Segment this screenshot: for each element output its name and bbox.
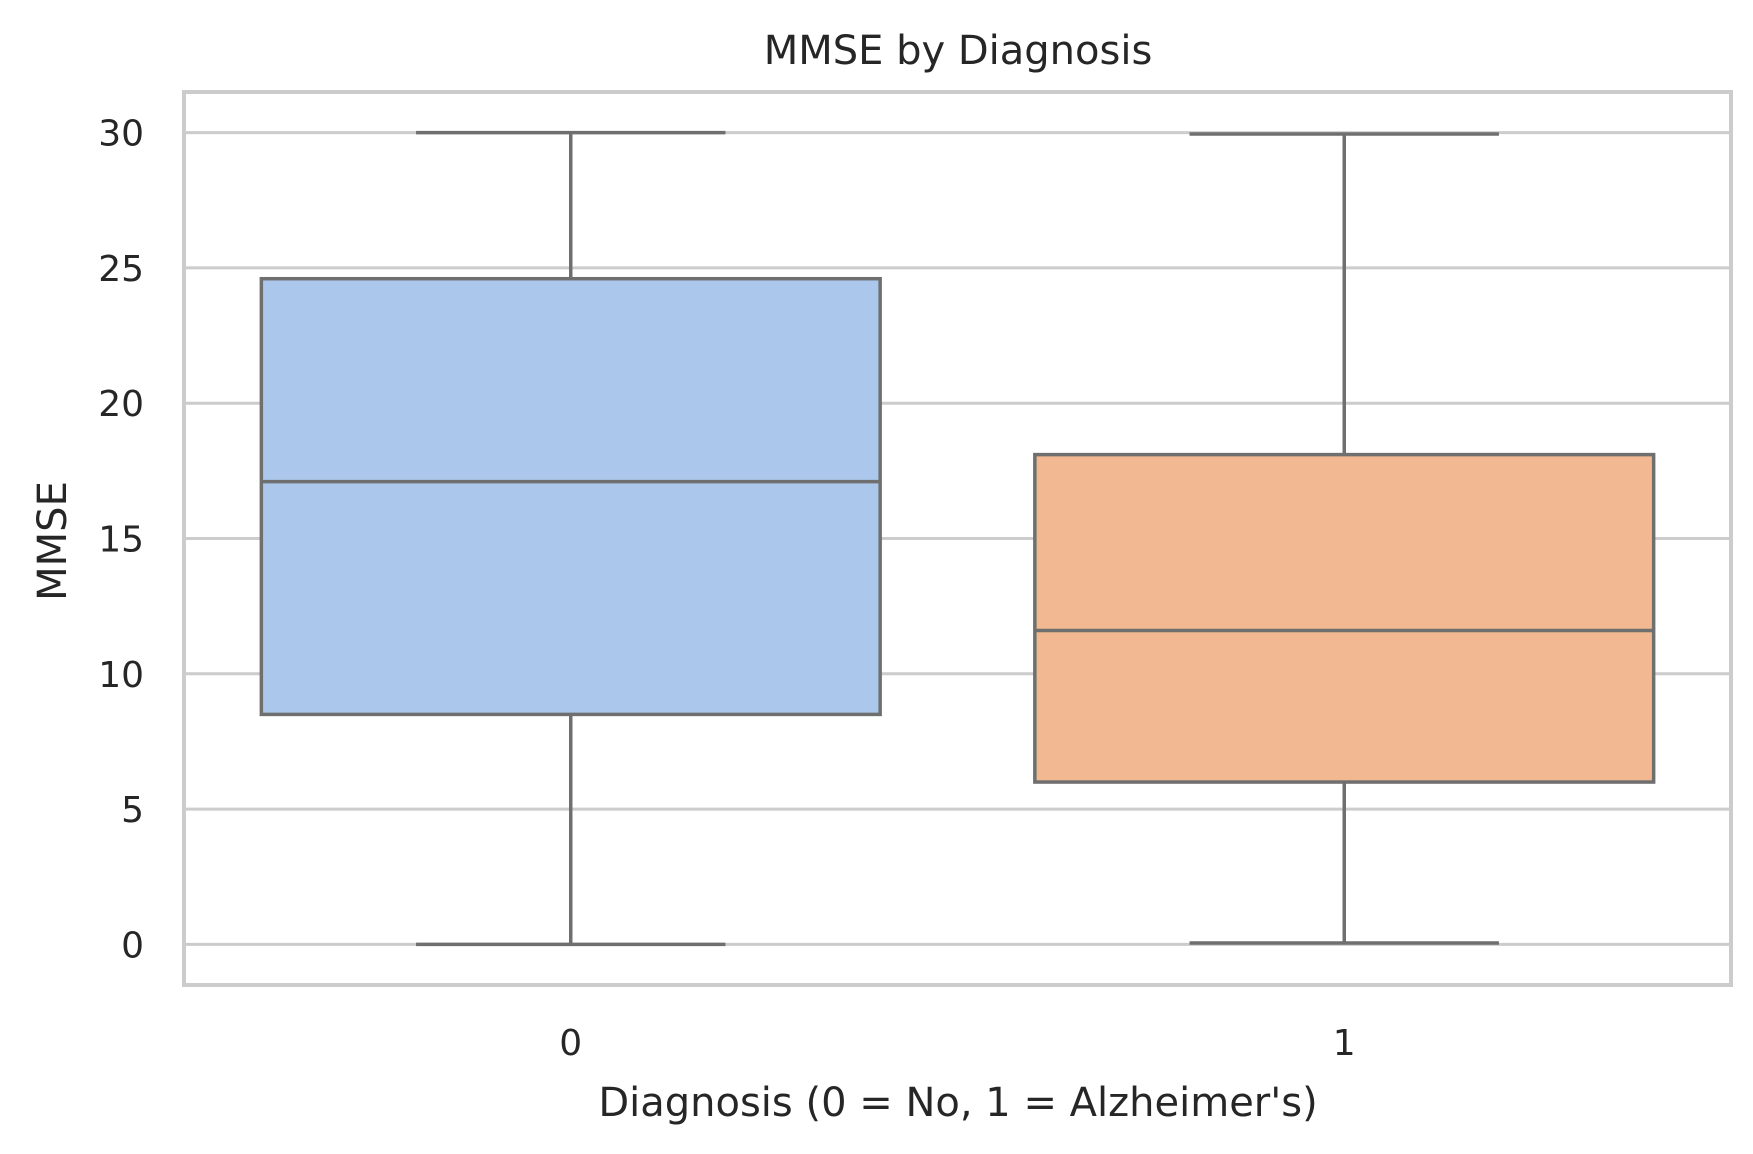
y-tick-label: 25	[98, 249, 144, 290]
y-tick-label: 20	[98, 384, 144, 425]
x-axis-label: Diagnosis (0 = No, 1 = Alzheimer's)	[598, 1080, 1317, 1126]
y-tick-labels: 0 5 10 15 20 25 30	[98, 114, 144, 967]
box-layer	[259, 130, 1656, 947]
chart-title: MMSE by Diagnosis	[764, 28, 1153, 74]
iqr-box	[1033, 452, 1656, 784]
x-tick-label: 1	[1333, 1023, 1356, 1064]
box-group-0	[259, 130, 882, 947]
y-tick-label: 5	[121, 790, 144, 831]
plot-frame	[182, 90, 1733, 987]
box-group-1	[1033, 132, 1656, 945]
y-tick-label: 0	[121, 925, 144, 966]
y-tick-label: 30	[98, 114, 144, 155]
x-tick-label: 0	[559, 1023, 582, 1064]
y-tick-label: 15	[98, 520, 144, 561]
iqr-box	[259, 276, 882, 717]
y-tick-label: 10	[98, 655, 144, 696]
y-axis-label: MMSE	[30, 481, 76, 601]
